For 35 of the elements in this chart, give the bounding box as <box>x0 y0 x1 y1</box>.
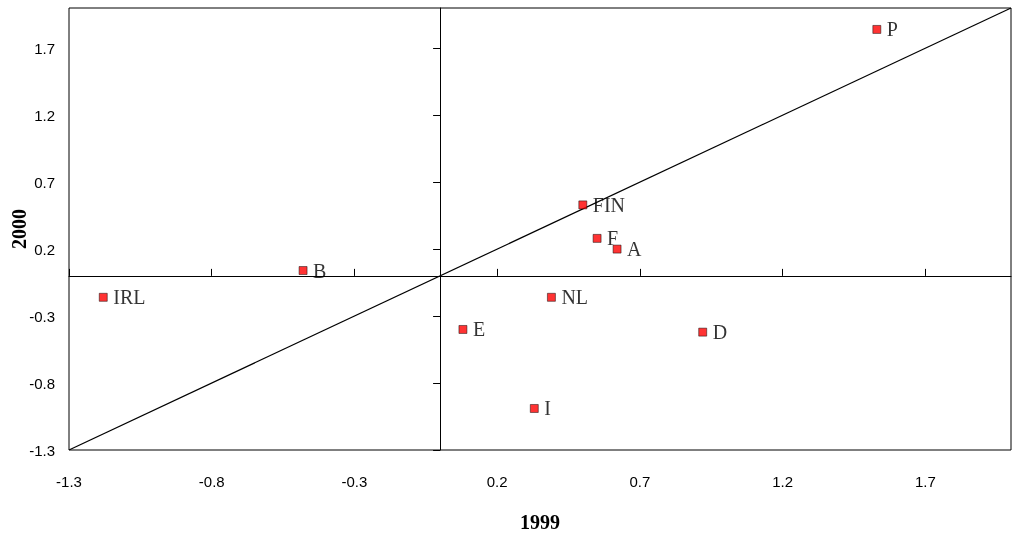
point <box>529 404 539 413</box>
y-tick-label: 1.7 <box>34 39 55 57</box>
point <box>698 327 708 337</box>
x-tick-label: -1.3 <box>56 473 82 490</box>
point <box>612 244 622 254</box>
annotation: A <box>627 238 643 261</box>
point <box>547 293 556 302</box>
x-tick-label: 0.2 <box>486 473 508 490</box>
y-tick-label: -0.3 <box>29 307 55 325</box>
y-tick-label: 1.2 <box>34 106 55 124</box>
point <box>98 293 108 302</box>
y-tick-label: 0.2 <box>34 240 55 258</box>
annotation: IRL <box>113 286 146 309</box>
annotation: NL <box>561 286 589 309</box>
annotation: E <box>472 318 486 341</box>
annotation: FIN <box>592 193 626 216</box>
point <box>458 325 468 334</box>
y-tick-label: -0.8 <box>29 374 55 392</box>
y-tick-label: 0.7 <box>34 173 55 191</box>
annotation: D <box>712 321 728 344</box>
annotation: P <box>886 18 898 41</box>
y-tick-label: -1.3 <box>29 441 55 459</box>
x-tick-label: -0.8 <box>198 473 225 490</box>
point <box>592 234 602 243</box>
x-tick-label: -0.3 <box>341 473 368 490</box>
x-axis-title: 1999 <box>520 511 560 533</box>
y-axis-title: 2000 <box>8 209 30 249</box>
x-tick-label: 1.7 <box>914 473 936 490</box>
annotation: F <box>607 227 619 250</box>
x-tick-label: 0.7 <box>629 473 651 490</box>
annotation: I <box>544 397 551 420</box>
x-tick-label: 1.2 <box>772 473 794 490</box>
point <box>578 200 588 210</box>
point <box>298 266 308 275</box>
point <box>872 25 882 34</box>
